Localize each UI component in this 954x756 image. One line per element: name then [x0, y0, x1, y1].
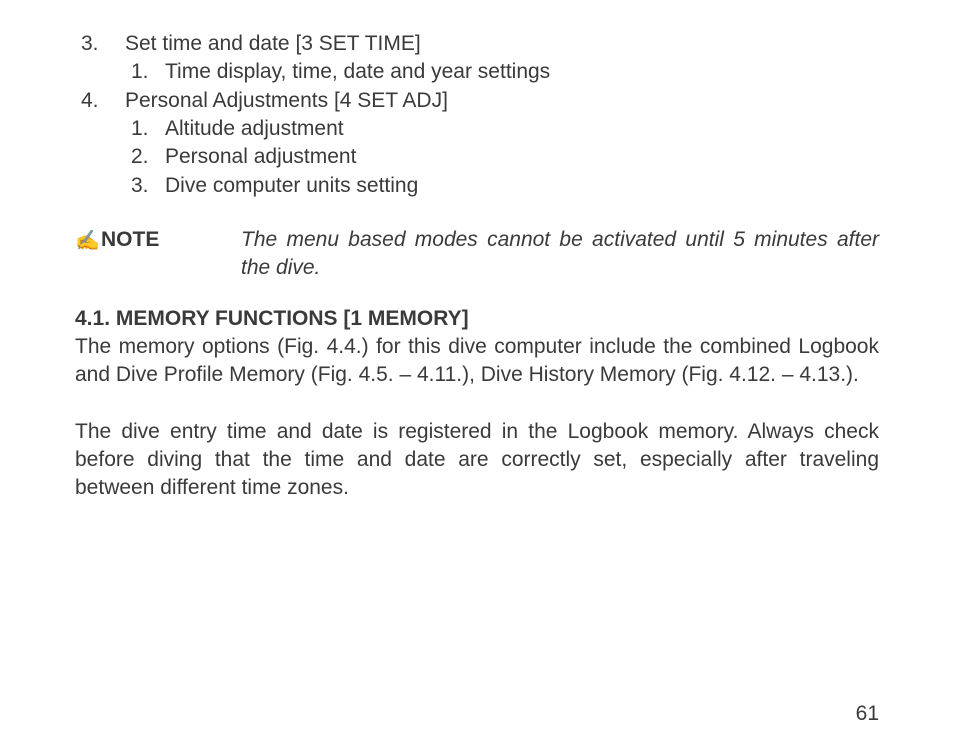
list-item-number: 1.: [131, 115, 165, 143]
list-item-text: Altitude adjustment: [165, 115, 344, 143]
note-text: The menu based modes cannot be activated…: [241, 226, 879, 283]
sub-list: 1. Time display, time, date and year set…: [131, 58, 879, 86]
list-item-text: Personal Adjustments [4 SET ADJ]: [125, 87, 879, 115]
list-item-text: Set time and date [3 SET TIME]: [125, 30, 879, 58]
list-item-text: Dive computer units setting: [165, 172, 418, 200]
sub-list: 1. Altitude adjustment 2. Personal adjus…: [131, 115, 879, 200]
list-item-text: Time display, time, date and year settin…: [165, 58, 550, 86]
list-item: 3. Set time and date [3 SET TIME]: [81, 30, 879, 58]
ordered-list: 3. Set time and date [3 SET TIME] 1. Tim…: [81, 30, 879, 200]
list-item-text: Personal adjustment: [165, 143, 356, 171]
note-callout: ✍ NOTE The menu based modes cannot be ac…: [75, 226, 879, 283]
document-page: 3. Set time and date [3 SET TIME] 1. Tim…: [0, 0, 954, 756]
list-item: 1. Altitude adjustment: [131, 115, 879, 143]
list-item: 1. Time display, time, date and year set…: [131, 58, 879, 86]
list-item-number: 3.: [81, 30, 125, 58]
section-heading: 4.1. MEMORY FUNCTIONS [1 MEMORY]: [75, 305, 879, 333]
list-item: 4. Personal Adjustments [4 SET ADJ]: [81, 87, 879, 115]
note-label: NOTE: [101, 226, 241, 254]
page-number: 61: [856, 700, 879, 728]
body-paragraph: The dive entry time and date is register…: [75, 418, 879, 503]
list-item-number: 3.: [131, 172, 165, 200]
list-item: 2. Personal adjustment: [131, 143, 879, 171]
body-paragraph: The memory options (Fig. 4.4.) for this …: [75, 333, 879, 390]
note-icon: ✍: [75, 226, 101, 255]
list-item-number: 4.: [81, 87, 125, 115]
list-item-number: 1.: [131, 58, 165, 86]
list-item-number: 2.: [131, 143, 165, 171]
list-item: 3. Dive computer units setting: [131, 172, 879, 200]
